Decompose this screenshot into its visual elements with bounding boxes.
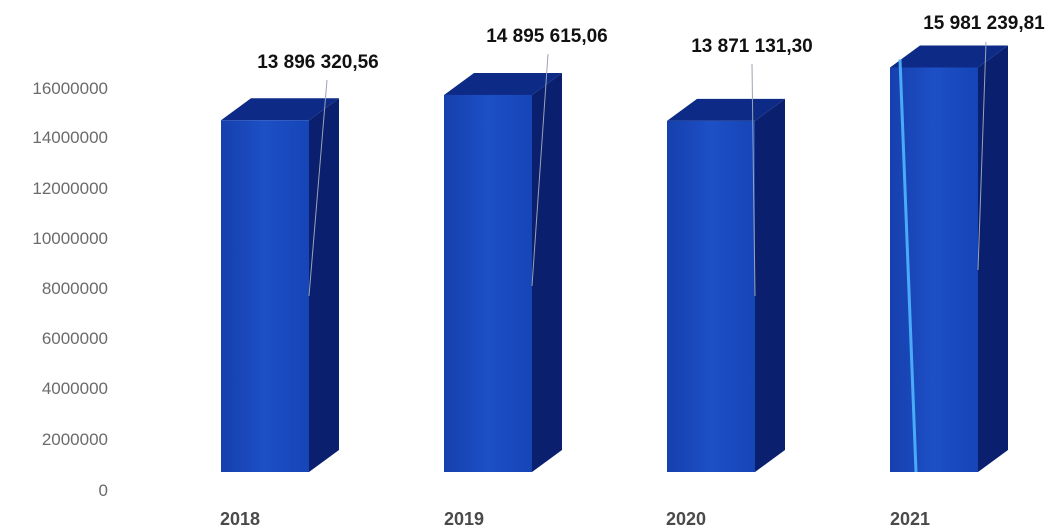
data-label: 14 895 615,06 [486,26,608,47]
bars [221,45,1008,473]
leader-line [751,63,756,297]
bar-top-face [667,98,785,121]
y-tick-label: 12000000 [32,179,108,198]
x-axis: 2018 2019 2020 2021 [220,509,930,529]
bar-top-face [890,45,1008,68]
y-tick-label: 14000000 [32,128,108,147]
x-tick-label: 2018 [220,509,260,529]
bar-2019 [444,72,562,472]
y-tick-label: 6000000 [42,329,108,348]
bar-2018 [221,98,339,472]
bar-side-face [755,98,785,472]
bar-2021 [890,45,1008,473]
bar-top-face [444,72,562,95]
y-tick-label: 16000000 [32,79,108,98]
y-axis: 0 2000000 4000000 6000000 8000000 10000000 120… [32,79,108,500]
leader-line [531,53,549,287]
y-tick-label: 10000000 [32,229,108,248]
data-labels: 13 896 320,56 14 895 615,06 13 871 131,30 1… [257,13,1045,297]
bar-front-face [890,67,978,473]
bar-top-face [221,98,339,121]
y-tick-label: 4000000 [42,379,108,398]
leader-line [308,79,328,297]
data-label: 13 871 131,30 [691,36,813,57]
x-tick-label: 2020 [666,509,706,529]
leader-line [977,41,987,271]
bar-front-face [667,120,755,472]
bar-highlight [898,59,918,473]
x-tick-label: 2021 [890,509,930,529]
data-label: 15 981 239,81 [923,13,1045,34]
y-tick-label: 8000000 [42,279,108,298]
x-tick-label: 2019 [444,509,484,529]
y-tick-label: 2000000 [42,430,108,449]
bar-side-face [532,72,562,472]
y-tick-label: 0 [99,481,108,500]
data-label: 13 896 320,56 [257,52,379,73]
bar-2020 [667,98,785,472]
bar-front-face [444,94,532,472]
bar-side-face [309,98,339,472]
bar-side-face [978,45,1008,473]
bar-front-face [221,120,309,472]
